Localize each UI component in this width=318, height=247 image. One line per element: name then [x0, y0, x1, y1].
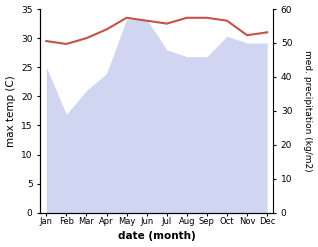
Y-axis label: med. precipitation (kg/m2): med. precipitation (kg/m2)	[303, 50, 313, 172]
X-axis label: date (month): date (month)	[118, 231, 196, 242]
Y-axis label: max temp (C): max temp (C)	[5, 75, 16, 147]
